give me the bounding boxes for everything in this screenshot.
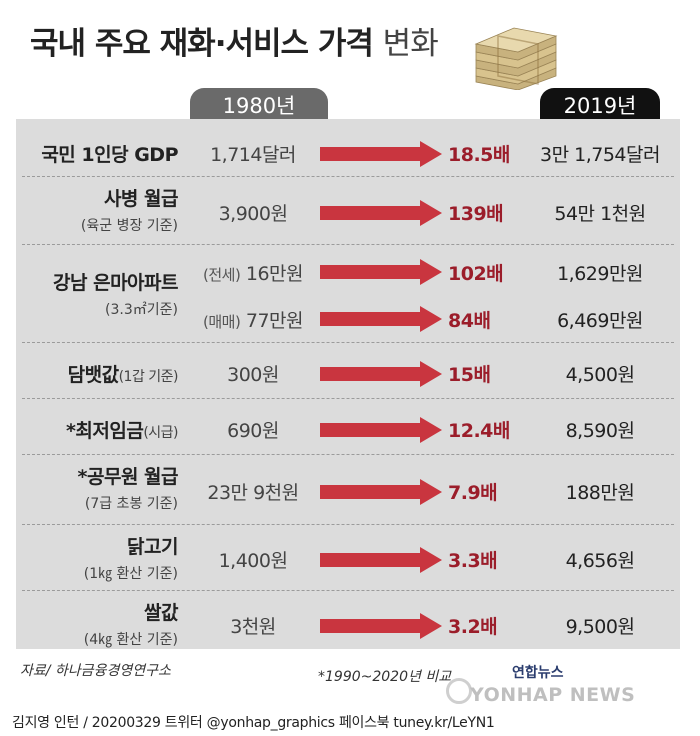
ratio: 18.5배: [448, 144, 510, 166]
row-label-main: *공무원 월급: [77, 466, 179, 488]
row-label-main: *최저임금: [65, 420, 144, 442]
row-label-small: (시급): [143, 425, 178, 441]
value-1980: 3,900원: [218, 203, 288, 225]
value-1980-maemae: (매매) 77만원: [186, 306, 320, 333]
value-2019: 54만 1천원: [554, 203, 646, 225]
arrow-icon: [320, 613, 442, 639]
arrow-icon: [320, 547, 442, 573]
ratio: 3.2배: [448, 616, 498, 638]
row-label-main: 강남 은마아파트: [53, 272, 178, 294]
tag-jeonse: (전세): [203, 266, 241, 284]
value-2019: 4,500원: [565, 364, 635, 386]
row-divider: [22, 398, 674, 399]
ratio: 102배: [448, 263, 504, 285]
row-divider: [22, 244, 674, 245]
value-1980: 690원: [227, 420, 279, 442]
row-divider: [22, 524, 674, 525]
watermark: YONHAP NEWS: [470, 684, 636, 706]
ratio: 3.3배: [448, 550, 498, 572]
header-1980: 1980년: [190, 88, 328, 122]
money-stack-icon: [474, 27, 558, 90]
value-2019: 6,469만원: [557, 310, 643, 332]
arrow-icon: [320, 361, 442, 387]
value-1980: 1,400원: [218, 550, 288, 572]
row-label-main: 쌀값: [144, 602, 178, 624]
value-2019: 3만 1,754달러: [540, 144, 660, 166]
value-2019: 1,629만원: [557, 263, 643, 285]
value-2019: 188만원: [565, 482, 635, 504]
title-light: 변화: [382, 26, 439, 62]
row-label-main: 담뱃값: [67, 364, 119, 386]
row-label-sub: (7급 초봉 기준): [84, 496, 178, 512]
row-divider: [22, 590, 674, 591]
arrow-icon: [320, 141, 442, 167]
source-note: 자료/ 하나금융경영연구소: [20, 663, 171, 679]
row-label-sub: (육군 병장 기준): [80, 218, 178, 234]
arrow-icon: [320, 259, 442, 285]
ratio: 12.4배: [448, 420, 510, 442]
value-1980: 1,714달러: [210, 144, 296, 166]
row-label-sub: (3.3㎡기준): [105, 302, 178, 318]
value-1980-jeonse: (전세) 16만원: [186, 259, 320, 286]
ratio: 84배: [448, 310, 491, 332]
value-1980: 16만원: [245, 263, 304, 285]
arrow-icon: [320, 479, 442, 505]
row-label-soldier-pay: 사병 월급 (육군 병장 기준): [22, 184, 179, 235]
arrow-icon: [320, 306, 442, 332]
row-divider: [22, 176, 674, 177]
ratio: 139배: [448, 203, 504, 225]
row-label-chicken: 닭고기 (1㎏ 환산 기준): [22, 532, 179, 583]
title-bold: 국내 주요 재화·서비스 가격: [30, 26, 374, 62]
row-label-sub: (4㎏ 환산 기준): [83, 632, 178, 648]
row-label-civil-servant: *공무원 월급 (7급 초봉 기준): [22, 462, 179, 513]
row-label-main: 닭고기: [127, 536, 178, 558]
row-divider: [22, 342, 674, 343]
row-label-main: 사병 월급: [103, 188, 179, 210]
value-2019: 9,500원: [565, 616, 635, 638]
row-label-rice: 쌀값 (4㎏ 환산 기준): [22, 598, 179, 649]
value-2019: 4,656원: [565, 550, 635, 572]
row-label-cigarette: 담뱃값(1갑 기준): [22, 360, 179, 387]
arrow-icon: [320, 417, 442, 443]
tag-maemae: (매매): [203, 313, 241, 331]
ratio: 7.9배: [448, 482, 498, 504]
value-1980: 23만 9천원: [207, 482, 299, 504]
footnote: *1990~2020년 비교: [318, 669, 452, 685]
arrow-icon: [320, 200, 442, 226]
ratio: 15배: [448, 364, 491, 386]
row-label-min-wage: *최저임금(시급): [22, 416, 179, 443]
row-label-gdp: 국민 1인당 GDP: [41, 144, 178, 166]
header-2019: 2019년: [540, 88, 660, 122]
row-label-apartment: 강남 은마아파트 (3.3㎡기준): [22, 268, 178, 319]
value-1980: 300원: [227, 364, 279, 386]
row-divider: [22, 454, 674, 455]
credit-line: 김지영 인턴 / 20200329 트위터 @yonhap_graphics 페…: [12, 715, 495, 731]
brand-logo: 연합뉴스: [512, 665, 564, 681]
row-label-sub: (1㎏ 환산 기준): [83, 566, 178, 582]
yonhap-logo-icon: [446, 678, 472, 704]
chart-title: 국내 주요 재화·서비스 가격 변화: [30, 18, 439, 63]
value-1980: 77만원: [245, 310, 304, 332]
row-label-small: (1갑 기준): [118, 369, 179, 385]
value-1980: 3천원: [230, 616, 276, 638]
value-2019: 8,590원: [565, 420, 635, 442]
